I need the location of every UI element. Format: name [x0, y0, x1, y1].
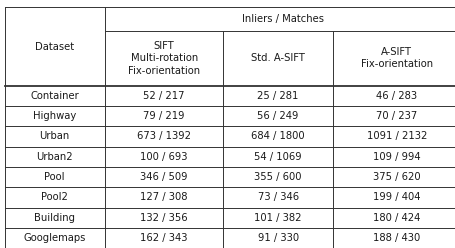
Text: 56 / 249: 56 / 249	[257, 111, 298, 121]
Text: Dataset: Dataset	[35, 41, 74, 52]
Text: 355 / 600: 355 / 600	[254, 172, 301, 182]
Text: 25 / 281: 25 / 281	[257, 91, 298, 101]
Text: 375 / 620: 375 / 620	[372, 172, 420, 182]
Text: SIFT
Multi-rotation
Fix-orientation: SIFT Multi-rotation Fix-orientation	[128, 41, 200, 76]
Text: Building: Building	[34, 213, 75, 223]
Text: Urban: Urban	[40, 131, 70, 141]
Text: 100 / 693: 100 / 693	[140, 152, 187, 162]
Text: 109 / 994: 109 / 994	[372, 152, 420, 162]
Text: 52 / 217: 52 / 217	[143, 91, 185, 101]
Text: 199 / 404: 199 / 404	[372, 192, 420, 202]
Text: 132 / 356: 132 / 356	[140, 213, 187, 223]
Text: 684 / 1800: 684 / 1800	[251, 131, 304, 141]
Text: 162 / 343: 162 / 343	[140, 233, 187, 243]
Text: Highway: Highway	[33, 111, 76, 121]
Text: Container: Container	[30, 91, 79, 101]
Text: 46 / 283: 46 / 283	[375, 91, 416, 101]
Text: 79 / 219: 79 / 219	[143, 111, 185, 121]
Text: Std. A-SIFT: Std. A-SIFT	[251, 53, 304, 63]
Text: Urban2: Urban2	[36, 152, 73, 162]
Text: Pool2: Pool2	[41, 192, 68, 202]
Text: 1091 / 2132: 1091 / 2132	[366, 131, 426, 141]
Text: 91 / 330: 91 / 330	[257, 233, 298, 243]
Text: 70 / 237: 70 / 237	[375, 111, 416, 121]
Text: 180 / 424: 180 / 424	[372, 213, 420, 223]
Text: Pool: Pool	[45, 172, 65, 182]
Text: Inliers / Matches: Inliers / Matches	[241, 14, 323, 24]
Text: Googlemaps: Googlemaps	[24, 233, 86, 243]
Text: 127 / 308: 127 / 308	[140, 192, 187, 202]
Text: 346 / 509: 346 / 509	[140, 172, 187, 182]
Text: 188 / 430: 188 / 430	[372, 233, 420, 243]
Text: 101 / 382: 101 / 382	[254, 213, 301, 223]
Text: 673 / 1392: 673 / 1392	[137, 131, 191, 141]
Text: 73 / 346: 73 / 346	[257, 192, 298, 202]
Text: 54 / 1069: 54 / 1069	[254, 152, 301, 162]
Text: A-SIFT
Fix-orientation: A-SIFT Fix-orientation	[360, 47, 432, 69]
